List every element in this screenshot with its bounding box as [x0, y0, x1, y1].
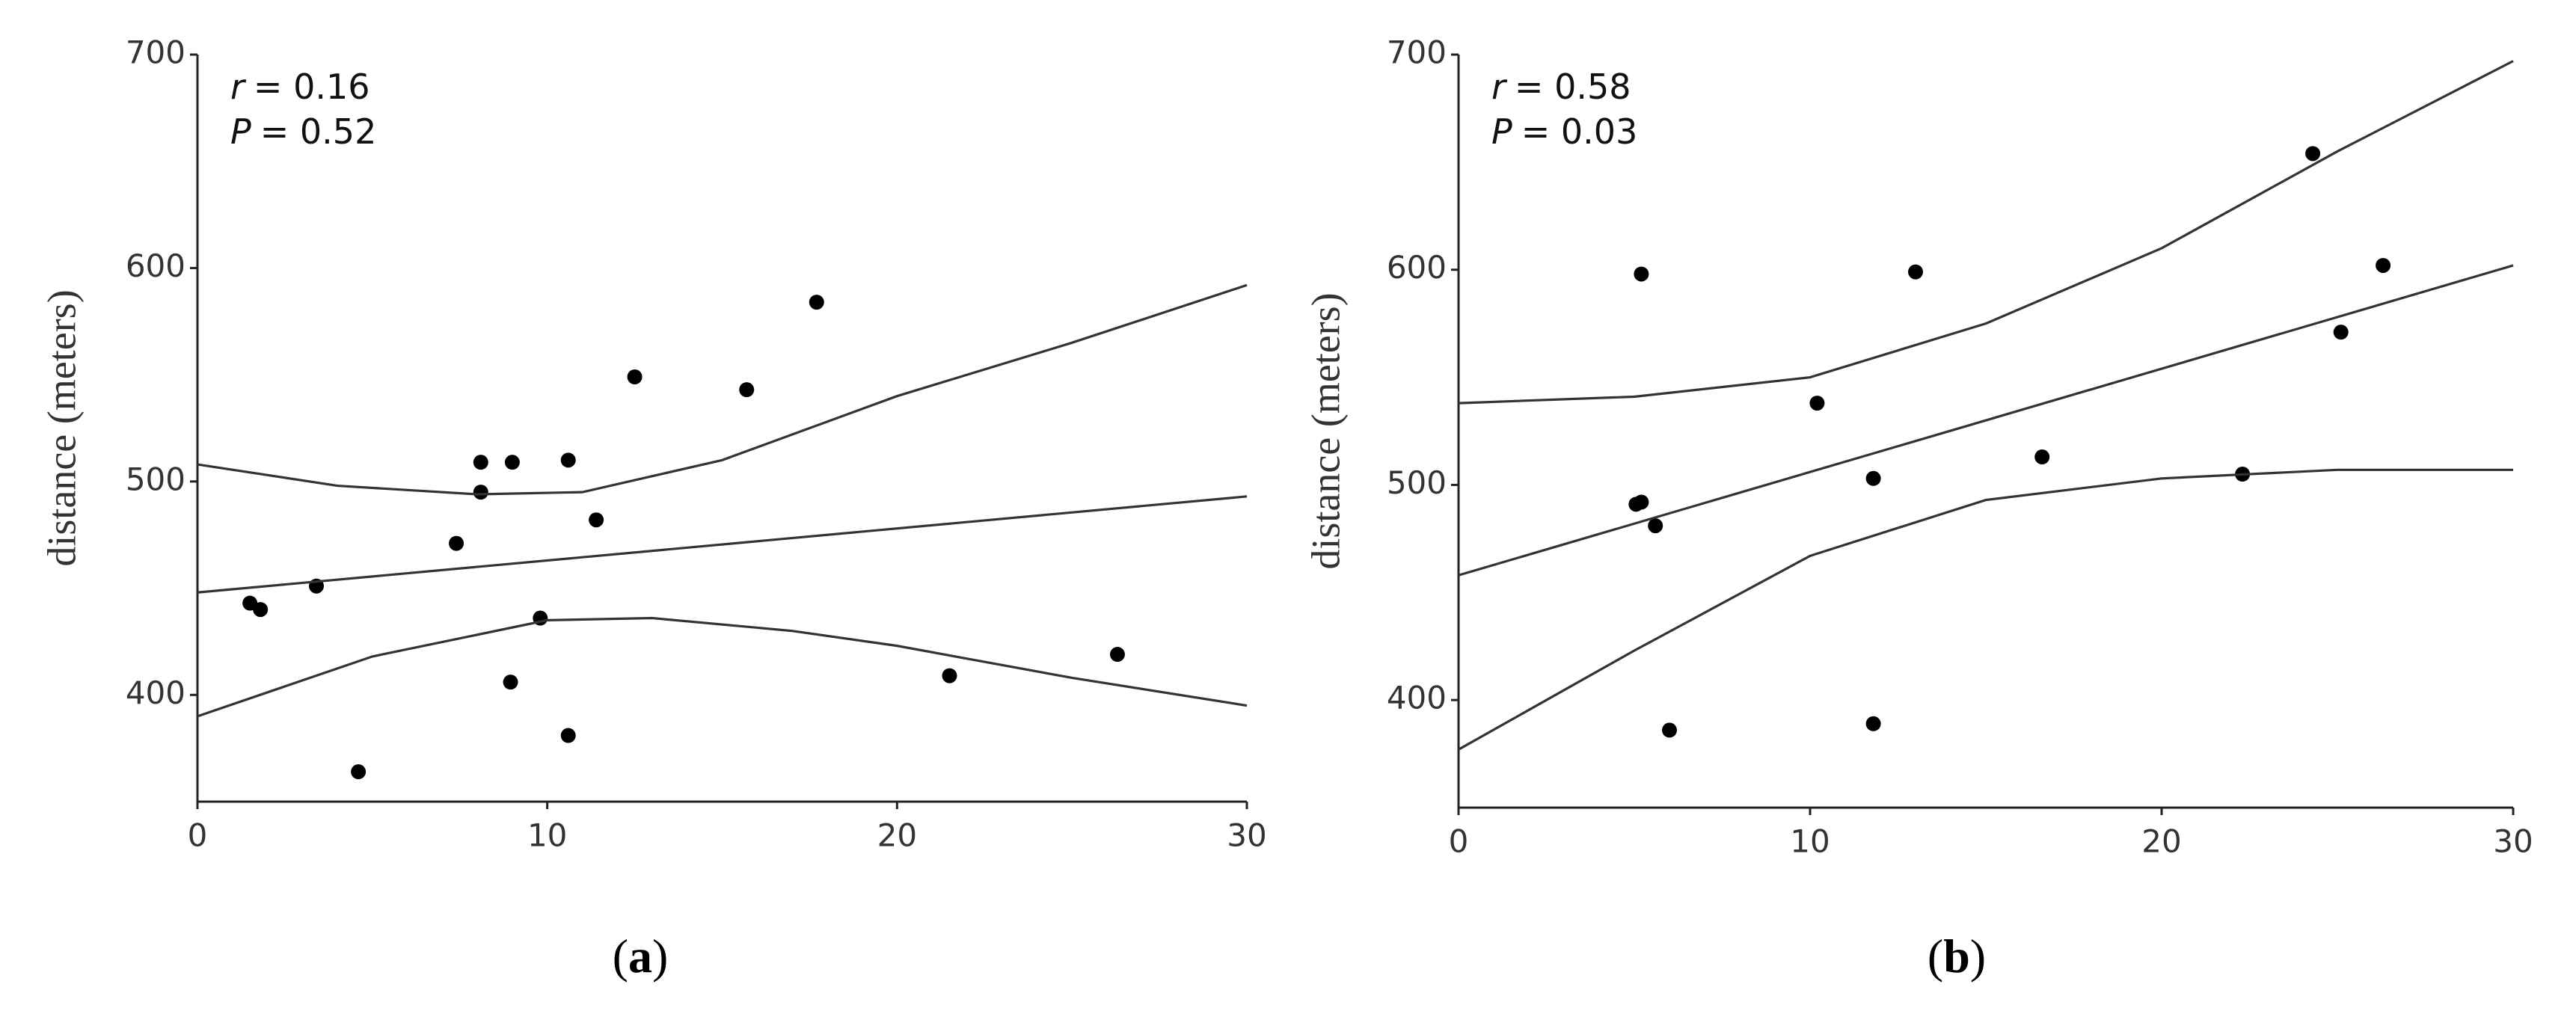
x-tick-label: 30	[2493, 823, 2533, 860]
data-point	[253, 602, 269, 618]
x-tick-label: 10	[527, 817, 567, 854]
fit-line	[197, 495, 1248, 594]
caption-close: )	[1970, 930, 1986, 983]
data-point	[473, 485, 488, 500]
y-axis-label: distance (meters)	[39, 289, 84, 566]
y-tick-label: 600	[1387, 249, 1447, 286]
caption-label: a	[628, 930, 652, 983]
stat-value: = 0.03	[1521, 111, 1638, 152]
data-point	[2376, 257, 2391, 273]
data-point	[942, 668, 957, 683]
stat-symbol: r	[1491, 67, 1508, 107]
data-point	[351, 764, 367, 780]
x-tick-label: 0	[1449, 823, 1469, 860]
data-point	[1865, 470, 1881, 486]
stat-annotation: r = 0.16	[230, 67, 370, 107]
data-point	[2305, 146, 2321, 162]
data-point	[627, 369, 643, 384]
data-point	[739, 382, 755, 398]
fit-line	[197, 616, 1248, 718]
y-tick-label: 500	[1387, 464, 1447, 501]
caption-open: (	[613, 930, 628, 983]
y-tick-label: 600	[126, 248, 185, 284]
stat-value: = 0.16	[254, 67, 370, 107]
data-point	[473, 455, 488, 470]
stat-annotation: P = 0.03	[1491, 111, 1637, 152]
data-point	[1648, 518, 1663, 534]
y-tick-label: 500	[126, 461, 185, 497]
stat-symbol: P	[1491, 111, 1512, 152]
x-tick-label: 0	[188, 817, 208, 854]
stat-annotation: P = 0.52	[230, 111, 376, 152]
data-point	[1634, 494, 1649, 510]
panel-caption: (a)	[613, 930, 669, 983]
x-tick-label: 20	[2141, 823, 2181, 860]
data-point	[809, 295, 824, 310]
y-axis-label: distance (meters)	[1303, 292, 1348, 569]
data-point	[589, 512, 604, 528]
data-point	[1865, 716, 1881, 731]
fit-line	[1458, 264, 2514, 577]
y-tick-label: 400	[1387, 680, 1447, 716]
data-point	[1908, 264, 1923, 280]
y-tick-label: 700	[1387, 34, 1447, 71]
stat-symbol: r	[230, 67, 247, 107]
y-tick-label: 400	[126, 675, 185, 711]
stat-value: = 0.58	[1515, 67, 1631, 107]
panel-caption: (b)	[1928, 930, 1986, 983]
data-point	[560, 452, 576, 468]
data-point	[2333, 325, 2349, 340]
fit-line	[1458, 60, 2514, 405]
stat-value: = 0.52	[260, 111, 377, 152]
y-tick-label: 700	[126, 34, 185, 71]
data-point	[504, 455, 520, 470]
x-tick-label: 10	[1790, 823, 1830, 860]
stat-symbol: P	[230, 111, 251, 152]
x-tick-label: 30	[1227, 817, 1266, 854]
data-point	[1109, 647, 1125, 663]
fit-line	[1458, 468, 2513, 751]
data-point	[1634, 266, 1649, 282]
data-point	[2034, 449, 2050, 465]
fit-line	[197, 283, 1248, 496]
caption-label: b	[1943, 930, 1970, 983]
data-point	[449, 535, 464, 551]
data-point	[560, 728, 576, 743]
x-tick-label: 20	[877, 817, 917, 854]
data-point	[1662, 722, 1677, 738]
caption-close: )	[652, 930, 668, 983]
caption-open: (	[1928, 930, 1943, 983]
data-point	[1809, 396, 1825, 411]
stat-annotation: r = 0.58	[1491, 67, 1631, 107]
data-point	[503, 675, 518, 690]
